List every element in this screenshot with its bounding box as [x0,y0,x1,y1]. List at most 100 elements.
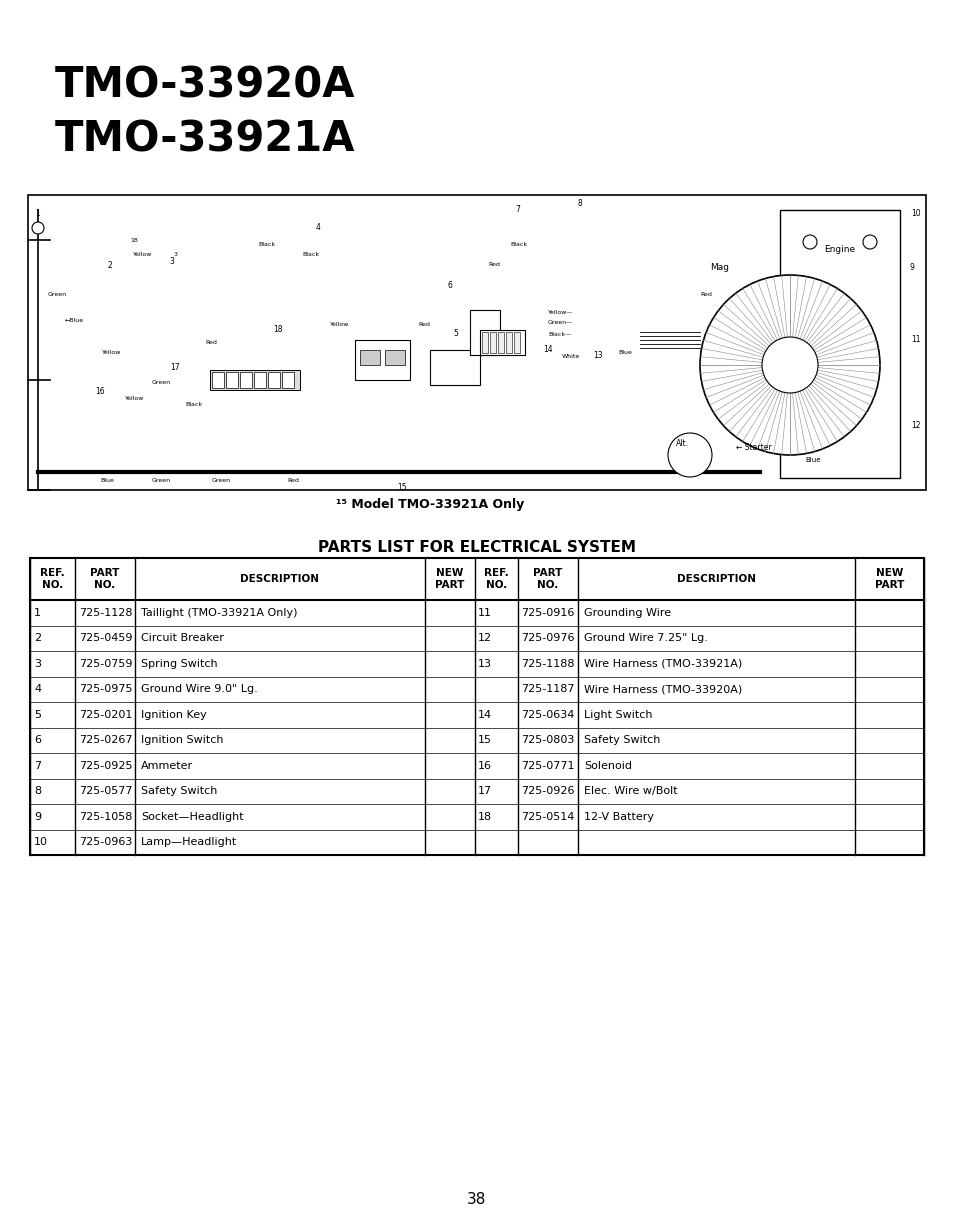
Text: REF.
NO.: REF. NO. [40,568,65,590]
Text: 18: 18 [273,326,282,335]
Circle shape [862,235,876,248]
Text: ¹⁵ Model TMO-33921A Only: ¹⁵ Model TMO-33921A Only [335,498,523,510]
Text: 8: 8 [577,199,581,209]
Text: NEW
PART: NEW PART [874,568,903,590]
Bar [481,332,488,353]
Text: 725-0267: 725-0267 [79,736,132,745]
Text: 12-V Battery: 12-V Battery [583,812,654,822]
Text: 725-0963: 725-0963 [79,838,132,847]
Bar [470,310,499,355]
Text: 725-0759: 725-0759 [79,659,132,669]
Text: Wire Harness (TMO-33921A): Wire Harness (TMO-33921A) [583,659,741,669]
Text: 1: 1 [35,209,40,218]
Text: ← Starter: ← Starter [735,444,771,453]
Text: 725-0459: 725-0459 [79,633,132,643]
Bar [268,371,280,387]
Text: Ignition Switch: Ignition Switch [141,736,223,745]
Text: Blue: Blue [100,477,113,482]
Text: Taillight (TMO-33921A Only): Taillight (TMO-33921A Only) [141,608,297,617]
Text: Green: Green [152,380,171,385]
Text: Red: Red [488,262,499,267]
Text: 12: 12 [910,421,920,429]
Text: 5: 5 [453,330,458,338]
Text: 10: 10 [34,838,48,847]
Text: Solenoid: Solenoid [583,760,631,771]
Bar [479,330,524,355]
Text: 2: 2 [34,633,41,643]
Text: Ignition Key: Ignition Key [141,710,207,720]
Bar [240,371,252,387]
Text: Lamp—Headlight: Lamp—Headlight [141,838,237,847]
Circle shape [802,235,816,248]
Bar [355,339,410,380]
Text: TMO-33921A: TMO-33921A [55,118,355,160]
Text: 9: 9 [908,263,914,273]
Text: 11: 11 [477,608,492,617]
Bar [253,371,266,387]
Text: 18: 18 [130,237,137,242]
Text: 3: 3 [173,252,178,257]
Text: 725-0771: 725-0771 [520,760,574,771]
Bar [282,371,294,387]
Bar [430,351,479,385]
Text: ←Blue: ←Blue [65,317,84,322]
Text: 1: 1 [34,608,41,617]
Circle shape [761,337,817,394]
Text: Green: Green [212,477,231,482]
Bar [210,370,299,390]
Text: Elec. Wire w/Bolt: Elec. Wire w/Bolt [583,786,677,796]
Text: White: White [561,353,579,358]
Text: 725-0916: 725-0916 [520,608,574,617]
Text: 5: 5 [34,710,41,720]
Text: 725-0577: 725-0577 [79,786,132,796]
Text: 8: 8 [34,786,41,796]
Text: 6: 6 [447,280,452,289]
Bar [505,332,512,353]
Bar [497,332,503,353]
Text: 4: 4 [315,224,320,232]
Text: 14: 14 [477,710,492,720]
Text: 15: 15 [477,736,492,745]
Text: 725-0925: 725-0925 [79,760,132,771]
Text: Safety Switch: Safety Switch [583,736,659,745]
Bar [30,558,923,855]
Text: Black: Black [185,402,202,407]
Text: Alt.: Alt. [675,439,688,448]
Bar [514,332,519,353]
Text: 725-0803: 725-0803 [520,736,574,745]
Text: Ground Wire 9.0" Lg.: Ground Wire 9.0" Lg. [141,684,257,694]
Text: 725-0201: 725-0201 [79,710,132,720]
Text: Red: Red [700,293,711,298]
Text: 725-0976: 725-0976 [520,633,574,643]
Text: 9: 9 [34,812,41,822]
Text: 725-1128: 725-1128 [79,608,132,617]
Text: NEW
PART: NEW PART [435,568,464,590]
Text: 2: 2 [108,261,112,269]
Circle shape [700,276,879,455]
Text: Yellow: Yellow [330,322,349,327]
Bar [226,371,237,387]
Text: Black: Black [510,242,527,247]
Text: Socket—Headlight: Socket—Headlight [141,812,243,822]
Text: Mag: Mag [710,263,729,273]
Text: 7: 7 [515,205,520,214]
Text: 725-1058: 725-1058 [79,812,132,822]
Text: Engine: Engine [823,246,855,255]
Text: Light Switch: Light Switch [583,710,652,720]
Bar [212,371,224,387]
Text: 16: 16 [95,387,105,396]
Text: 725-0975: 725-0975 [79,684,132,694]
Text: 10: 10 [910,209,920,219]
Text: 725-0514: 725-0514 [520,812,574,822]
Circle shape [32,221,44,234]
Text: 16: 16 [477,760,492,771]
Text: TMO-33920A: TMO-33920A [55,65,355,107]
Text: Yellow—: Yellow— [547,310,573,315]
Text: Red: Red [417,322,430,327]
Text: Ground Wire 7.25" Lg.: Ground Wire 7.25" Lg. [583,633,707,643]
Text: PART
NO.: PART NO. [533,568,562,590]
Circle shape [667,433,711,477]
Text: 11: 11 [910,336,920,344]
Text: 725-0634: 725-0634 [520,710,574,720]
Text: 13: 13 [477,659,492,669]
